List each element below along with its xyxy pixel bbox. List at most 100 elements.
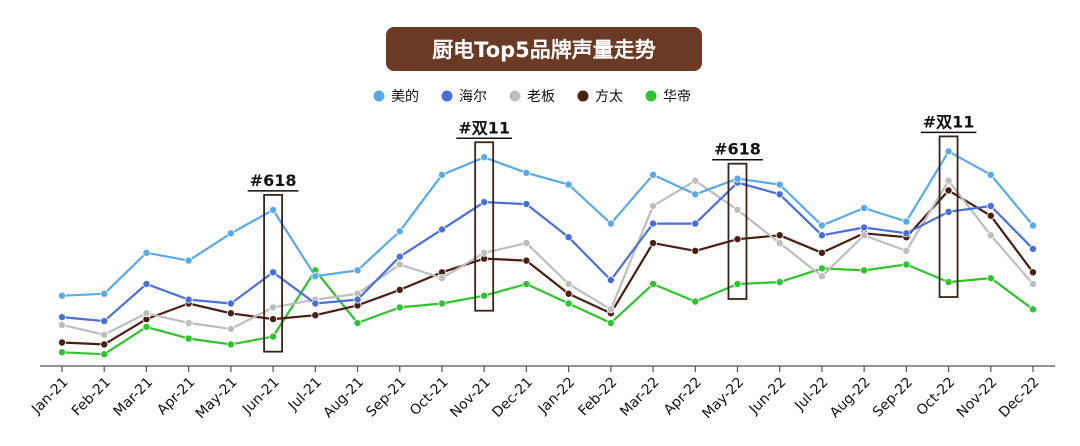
data-point	[226, 324, 235, 333]
x-tick-label: Dec-22	[996, 374, 1043, 421]
x-tick-label: Aug-22	[827, 374, 874, 421]
x-tick-label: Jul-21	[285, 374, 325, 414]
data-point	[522, 256, 531, 265]
annotation-label: #618	[714, 140, 761, 159]
x-tick-label: Jan-22	[535, 374, 578, 417]
series-line	[61, 150, 1034, 297]
data-point	[142, 248, 151, 257]
data-point	[480, 198, 489, 207]
legend-label: 海尔	[459, 89, 487, 105]
data-point	[226, 299, 235, 308]
legend-marker	[441, 90, 453, 102]
legend-label: 美的	[391, 89, 419, 105]
data-point	[606, 219, 615, 228]
series-line	[61, 189, 1034, 346]
data-point	[58, 291, 67, 300]
data-point	[311, 311, 320, 320]
data-point	[986, 201, 995, 210]
x-tick-label: Mar-22	[617, 374, 663, 420]
data-point	[775, 231, 784, 240]
chart-title: 厨电Top5品牌声量走势	[386, 27, 702, 71]
data-point	[1029, 244, 1038, 253]
data-point	[902, 246, 911, 255]
x-tick-label: Oct-21	[407, 374, 452, 419]
data-point	[184, 295, 193, 304]
data-point	[649, 201, 658, 210]
data-point	[944, 176, 953, 185]
annotation-box	[474, 141, 495, 312]
data-point	[817, 264, 826, 273]
data-point	[311, 272, 320, 281]
data-point	[606, 318, 615, 327]
data-point	[269, 205, 278, 214]
data-point	[58, 313, 67, 322]
data-point	[311, 299, 320, 308]
data-point	[142, 279, 151, 288]
legend-marker	[577, 90, 589, 102]
data-point	[902, 229, 911, 238]
data-point	[184, 256, 193, 265]
x-tick-label: Sep-22	[870, 374, 916, 420]
data-point	[480, 291, 489, 300]
data-point	[142, 322, 151, 331]
data-point	[691, 176, 700, 185]
x-tick-label: Sep-21	[363, 374, 409, 420]
annotation-label: #双11	[923, 112, 975, 131]
x-tick-label: May-22	[699, 374, 747, 422]
annotation-label: #双11	[458, 118, 510, 137]
data-point	[353, 318, 362, 327]
series-line	[61, 181, 1034, 323]
data-point	[944, 147, 953, 156]
data-point	[269, 332, 278, 341]
data-point	[100, 330, 109, 339]
data-point	[986, 211, 995, 220]
data-point	[437, 170, 446, 179]
data-point	[564, 289, 573, 298]
data-point	[817, 248, 826, 257]
data-point	[100, 350, 109, 359]
x-tick-label: Mar-21	[111, 374, 157, 420]
data-point	[1029, 279, 1038, 288]
data-point	[226, 309, 235, 318]
annotation-box	[938, 135, 959, 298]
x-tick-label: Jul-22	[791, 374, 831, 414]
legend-label: 华帝	[663, 89, 691, 105]
x-tick-label: Apr-22	[661, 374, 705, 418]
data-point	[269, 303, 278, 312]
data-point	[944, 278, 953, 287]
legend-marker	[645, 90, 657, 102]
data-point	[437, 225, 446, 234]
series-line	[61, 263, 1034, 356]
data-point	[649, 219, 658, 228]
data-point	[733, 279, 742, 288]
data-point	[902, 260, 911, 269]
data-point	[817, 221, 826, 230]
data-point	[986, 170, 995, 179]
series-line	[61, 179, 1034, 336]
annotation-label: #618	[250, 171, 297, 190]
data-point	[1029, 221, 1038, 230]
data-point	[691, 219, 700, 228]
x-tick-label: Feb-21	[69, 374, 114, 419]
data-point	[775, 180, 784, 189]
data-point	[184, 318, 193, 327]
x-tick-label: May-21	[193, 374, 241, 422]
legend-label: 方太	[595, 89, 623, 105]
data-point	[860, 266, 869, 275]
data-point	[480, 248, 489, 257]
data-point	[860, 203, 869, 212]
data-point	[733, 205, 742, 214]
data-point	[817, 272, 826, 281]
data-point	[606, 305, 615, 314]
x-tick-label: Nov-21	[447, 374, 494, 421]
x-tick-label: Dec-21	[489, 374, 536, 421]
data-point	[480, 153, 489, 162]
data-point	[395, 260, 404, 269]
data-point	[226, 229, 235, 238]
x-tick-label: Jun-22	[746, 374, 790, 418]
data-point	[142, 309, 151, 318]
data-point	[691, 190, 700, 199]
data-point	[649, 170, 658, 179]
